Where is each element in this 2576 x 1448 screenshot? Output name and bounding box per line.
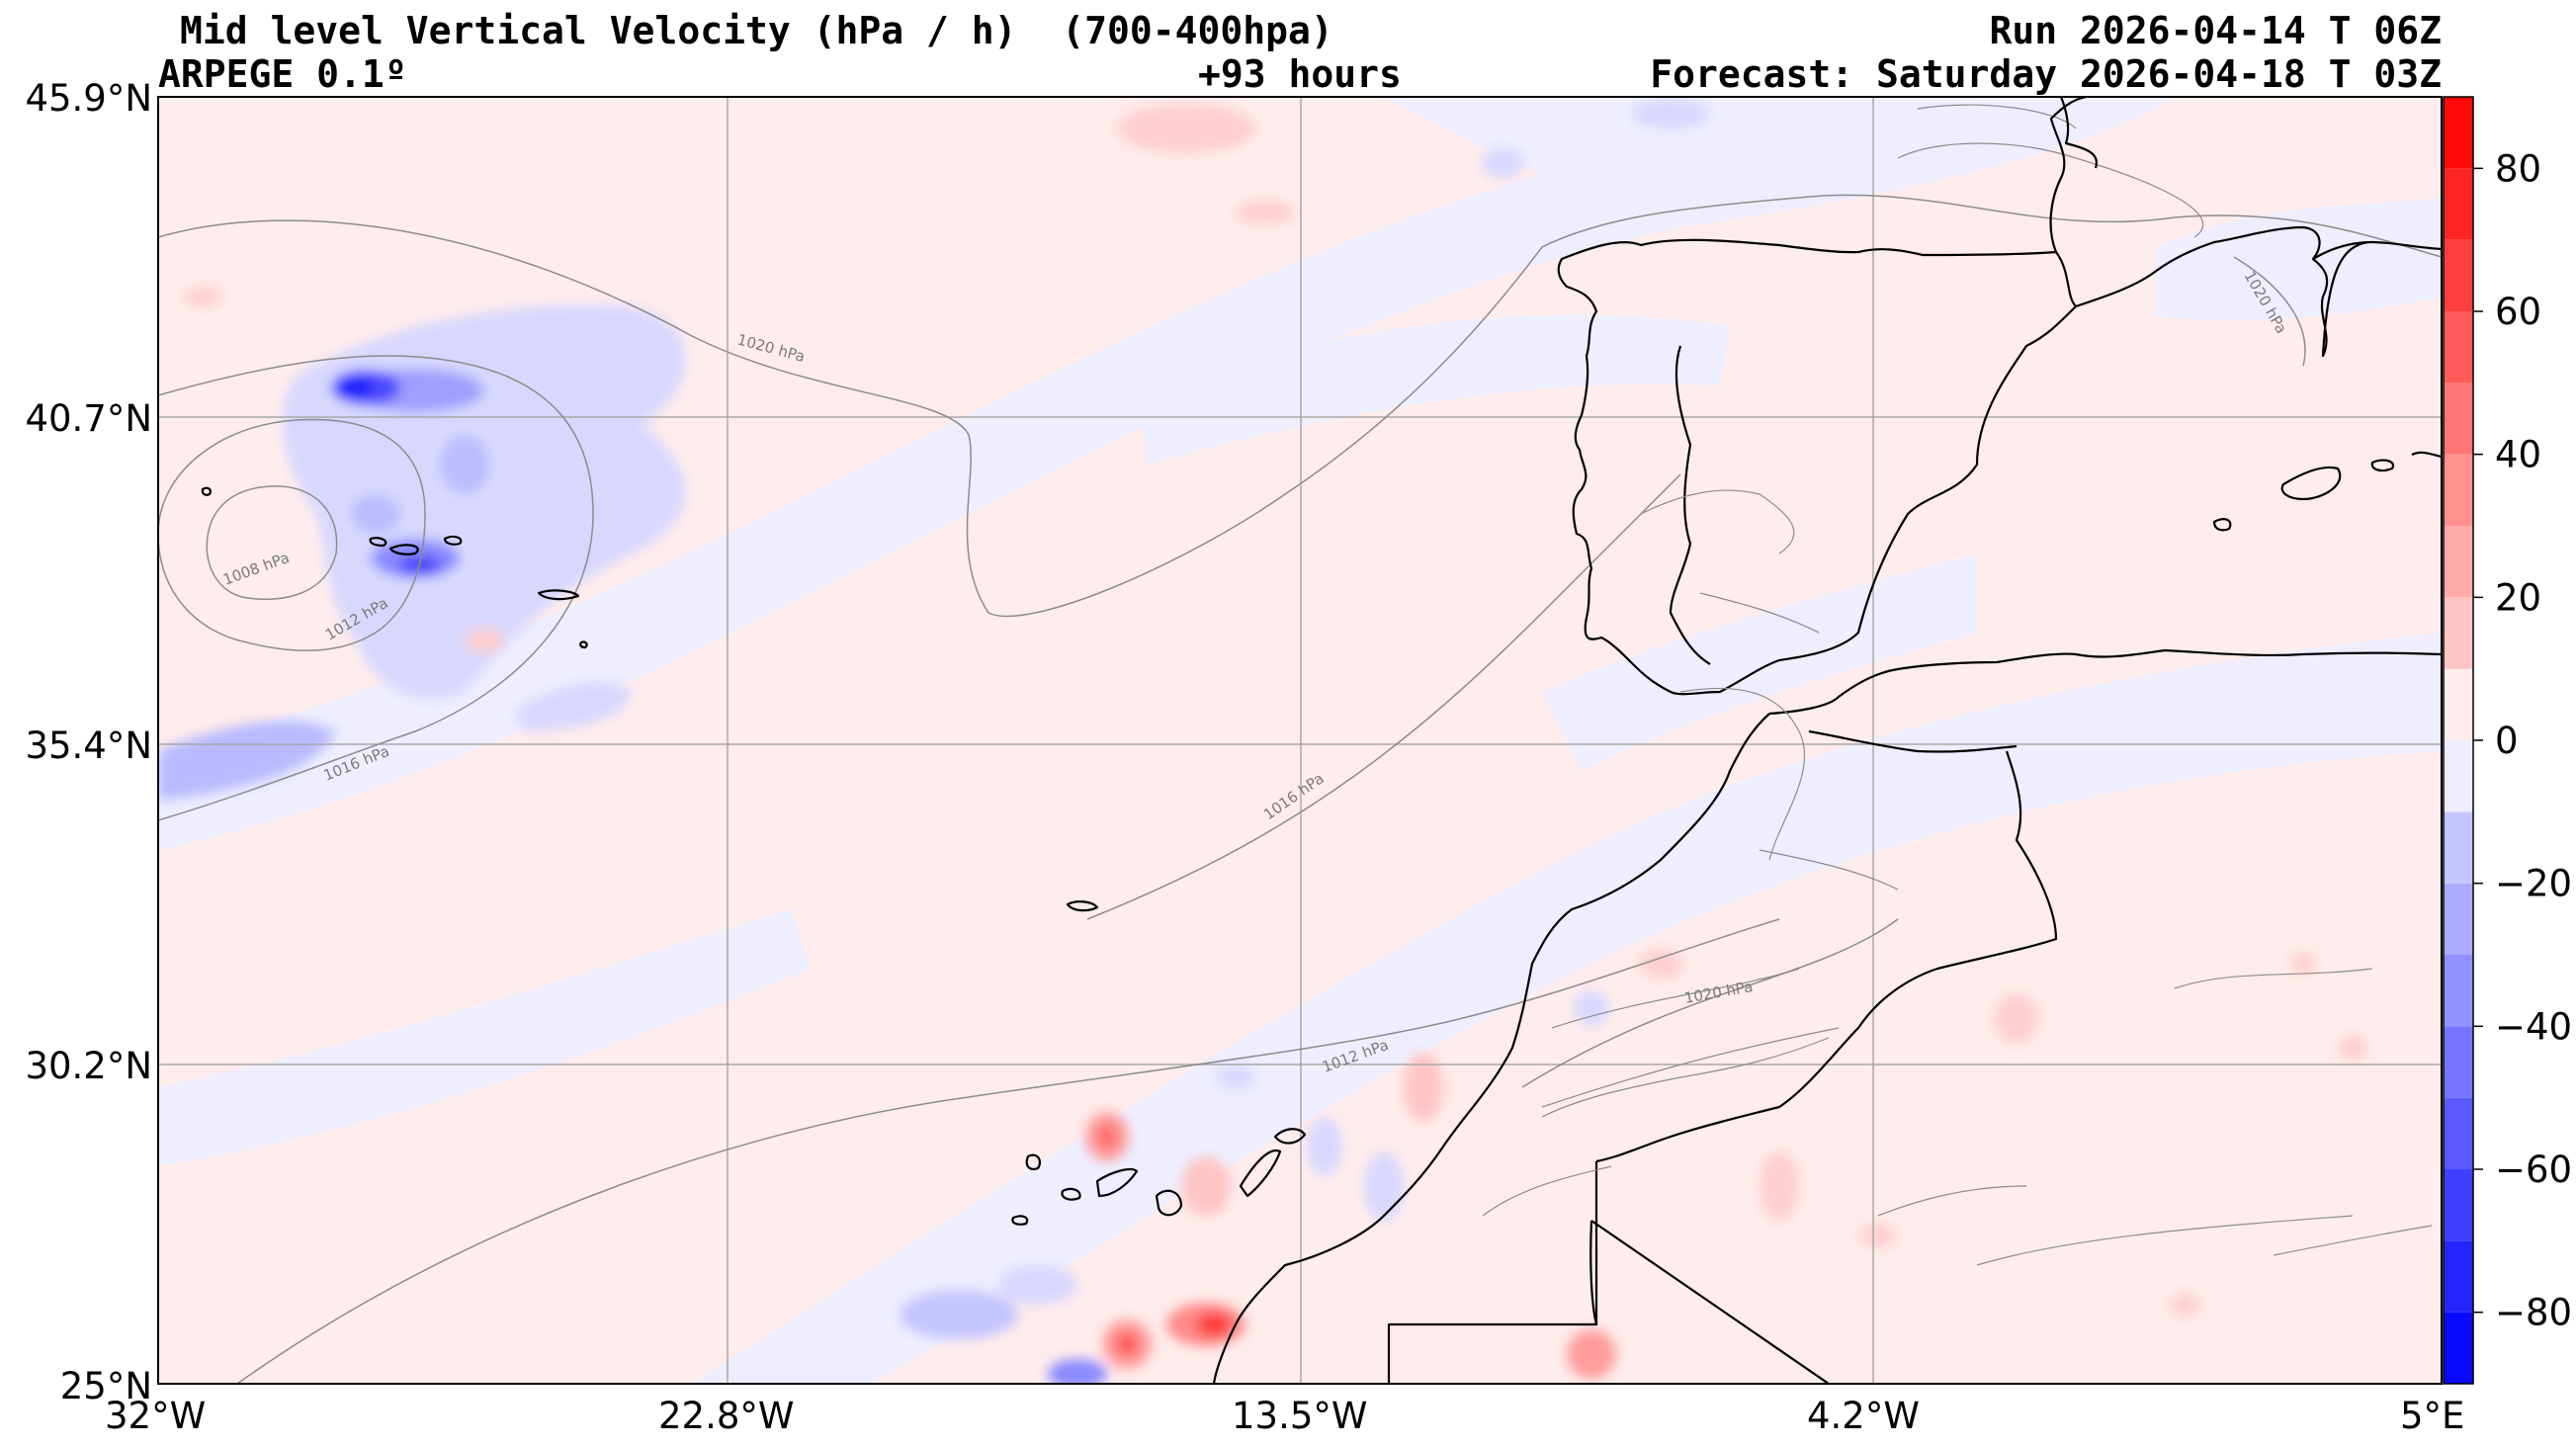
lat-label: 25°N [59, 1365, 152, 1407]
lat-label: 35.4°N [25, 724, 152, 767]
balearic-islands [2280, 466, 2342, 501]
colorbar-bin [2444, 1097, 2473, 1169]
colorbar-tick-label: −20 [2495, 863, 2572, 905]
negative-band [158, 138, 1680, 850]
lat-label: 40.7°N [25, 397, 152, 440]
colorbar-tick-label: −80 [2495, 1292, 2572, 1334]
isobar-1008 [206, 485, 338, 600]
colorbar-tick-label: 40 [2495, 434, 2541, 476]
isobars [158, 104, 2442, 1384]
colorbar-bin [2444, 955, 2473, 1027]
map-title: Mid level Vertical Velocity (hPa / h) (7… [180, 9, 1333, 52]
isobar-1016-central [1086, 473, 1681, 920]
isobar-1020-africa [1521, 918, 1899, 1088]
colorbar-bin [2444, 1312, 2473, 1384]
colorbar-tick-label: 80 [2495, 147, 2541, 190]
colorbar-bin [2444, 168, 2473, 240]
colorbar-tick-label: 20 [2495, 576, 2541, 619]
isobar-1020-nw [158, 194, 2442, 618]
lat-label: 45.9°N [25, 77, 152, 120]
lead-time-label: +93 hours [1198, 52, 1402, 96]
colorbar-ticks: 80 60 40 20 0 −20 −40 −60 −80 [2473, 147, 2572, 1334]
colorbar-bin [2444, 740, 2473, 812]
lon-label: 5°E [2400, 1395, 2465, 1437]
azores-islands [388, 544, 419, 555]
map-frame [157, 96, 2443, 1385]
graticule [158, 97, 2442, 1384]
morocco-coast [1212, 713, 1770, 1384]
colorbar-bin [2444, 668, 2473, 740]
colorbar [2443, 96, 2474, 1385]
colorbar-bin [2444, 883, 2473, 955]
negative-band [1542, 554, 1977, 771]
france-coast [2049, 97, 2087, 253]
isobar-1012-south [236, 918, 1780, 1384]
colorbar-tick-label: −60 [2495, 1149, 2572, 1191]
colorbar-bin [2444, 239, 2473, 311]
colorbar-bin [2444, 383, 2473, 455]
lat-label: 30.2°N [25, 1045, 152, 1087]
negative-band [158, 909, 811, 1166]
colorbar-bin [2444, 454, 2473, 526]
colorbar-tick-label: −40 [2495, 1005, 2572, 1048]
lon-label: 32°W [105, 1395, 207, 1437]
border-western-sahara [1387, 1161, 1598, 1384]
colorbar-tick-label: 0 [2495, 720, 2519, 762]
colorbar-tick-label: 60 [2495, 291, 2541, 333]
forecast-label: Forecast: Saturday 2026-04-18 T 03Z [1650, 52, 2442, 96]
colorbar-bin [2444, 597, 2473, 669]
colorbar-bin [2444, 1240, 2473, 1313]
negative-band [1384, 97, 2175, 227]
model-label: ARPEGE 0.1º [158, 52, 407, 96]
lon-label: 22.8°W [658, 1395, 795, 1437]
colorbar-bin [2444, 1026, 2473, 1098]
negative-band [1137, 314, 1730, 465]
gulf-of-lion [2075, 225, 2368, 358]
border-morocco-algeria [1595, 750, 2058, 1163]
velocity-field [158, 97, 2442, 1384]
negative-band [692, 633, 2442, 1384]
iberia-coast [1557, 238, 2078, 696]
coastlines [201, 97, 2442, 1384]
canary-islands [1025, 1153, 1042, 1170]
colorbar-bin [2444, 1169, 2473, 1241]
lon-label: 13.5°W [1232, 1395, 1368, 1437]
border-spain-portugal [1669, 345, 1711, 665]
isobar-1016-west [158, 355, 594, 821]
colorbar-bin [2444, 811, 2473, 884]
isobar-1012 [158, 418, 426, 651]
isobar-1020-med [2233, 256, 2306, 367]
negative-band [2155, 198, 2442, 320]
colorbar-bin [2444, 526, 2473, 598]
lon-label: 4.2°W [1807, 1395, 1920, 1437]
colorbar-bin [2444, 97, 2473, 169]
run-label: Run 2026-04-14 T 06Z [1989, 9, 2442, 52]
north-africa-coast [1768, 648, 2442, 716]
colorbar-bin [2444, 311, 2473, 383]
